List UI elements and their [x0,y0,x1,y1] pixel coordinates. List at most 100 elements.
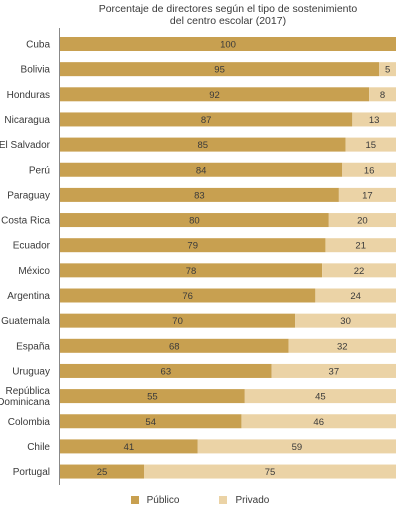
bar-publico [60,288,316,303]
value-label-privado: 24 [350,291,361,302]
value-label-publico: 83 [194,190,205,201]
bar-privado [352,112,396,127]
value-label-publico: 100 [220,40,236,51]
bar-privado [338,187,396,202]
value-label-publico: 63 [161,366,172,377]
value-label-publico: 25 [97,467,108,478]
bar-privado [369,87,396,102]
bar-publico [60,439,198,454]
bar-publico [60,62,380,77]
category-label: Nicaragua [4,115,50,126]
value-label-publico: 41 [124,442,135,453]
legend: Público Privado [0,492,400,508]
value-label-privado: 75 [265,467,276,478]
bar-publico [60,187,339,202]
value-label-privado: 22 [354,266,365,277]
value-label-publico: 95 [214,65,225,76]
category-label-line: República [6,386,51,397]
value-label-privado: 46 [313,417,324,428]
legend-item-privado: Privado [219,495,269,506]
chart-title-line-1: Porcentaje de directores según el tipo d… [98,3,358,15]
value-label-publico: 92 [209,90,220,101]
category-label: Paraguay [7,190,50,201]
category-label: Uruguay [12,366,50,377]
bar-publico [60,137,346,152]
category-label: Bolivia [21,65,51,76]
category-label: Honduras [7,90,50,101]
value-label-privado: 59 [292,442,303,453]
bar-publico [60,338,289,353]
value-label-publico: 85 [198,140,209,151]
value-label-privado: 16 [364,165,375,176]
bar-publico [60,87,370,102]
value-label-privado: 37 [329,366,340,377]
bar-publico [60,37,396,51]
bar-publico [60,213,329,228]
value-label-privado: 30 [340,316,351,327]
bar-privado [379,62,396,77]
bar-privado [328,213,396,228]
legend-swatch-privado [219,496,228,504]
value-label-publico: 55 [147,392,158,403]
legend-swatch-publico [130,496,139,504]
bar-privado [241,414,396,429]
value-label-privado: 15 [366,140,377,151]
chart-title-line-2: del centro escolar (2017) [169,15,287,27]
bar-privado [288,338,396,353]
category-label: El Salvador [0,140,51,151]
bar-publico [60,363,272,378]
bar-publico [60,238,326,253]
bar-privado [342,162,396,177]
bar-publico [60,389,245,404]
stacked-bar-chart: Cuba 100 Bolivia 95 5 Honduras 92 8 Nicaragua 87 1… [0,28,396,485]
value-label-publico: 78 [186,266,197,277]
value-label-privado: 8 [380,90,385,101]
value-label-publico: 80 [189,216,200,227]
bar-privado [295,313,396,328]
value-label-publico: 54 [145,417,156,428]
category-label-line: Dominicana [0,397,50,408]
bar-privado [197,439,396,454]
bar-privado [144,464,396,479]
bar-privado [322,263,396,278]
category-label: España [16,341,50,352]
bar-privado [271,363,396,378]
value-label-publico: 68 [169,341,180,352]
category-label: Portugal [13,467,50,478]
value-label-privado: 20 [357,216,368,227]
value-label-publico: 87 [201,115,212,126]
value-label-privado: 5 [385,65,390,76]
legend-item-publico: Público [130,494,180,506]
category-label: República Dominicana [0,386,50,408]
legend-label-publico: Público [146,494,180,506]
bar-publico [60,464,144,479]
category-label: Costa Rica [1,216,50,227]
value-label-publico: 79 [187,241,198,252]
value-label-publico: 76 [182,291,193,302]
value-label-privado: 13 [369,115,380,126]
category-label: Guatemala [1,316,50,327]
chart-title: Porcentaje de directores según el tipo d… [60,3,396,27]
bar-publico [60,313,296,328]
bar-privado [345,137,396,152]
value-label-privado: 21 [355,241,366,252]
value-label-privado: 32 [337,341,348,352]
bar-publico [60,414,242,429]
category-label: Cuba [26,40,50,51]
legend-label-privado: Privado [235,494,270,506]
bar-privado [315,288,396,303]
value-label-privado: 45 [315,392,326,403]
category-label: México [18,266,50,277]
bar-privado [244,389,396,404]
category-label: Chile [27,442,50,453]
category-label: Colombia [8,417,51,428]
bar-publico [60,263,323,278]
value-label-publico: 84 [196,165,207,176]
bar-publico [60,162,343,177]
category-label: Perú [29,165,50,176]
category-label: Argentina [7,291,50,302]
value-label-privado: 17 [362,190,373,201]
bar-publico [60,112,353,127]
category-label: Ecuador [13,241,51,252]
bar-privado [325,238,396,253]
